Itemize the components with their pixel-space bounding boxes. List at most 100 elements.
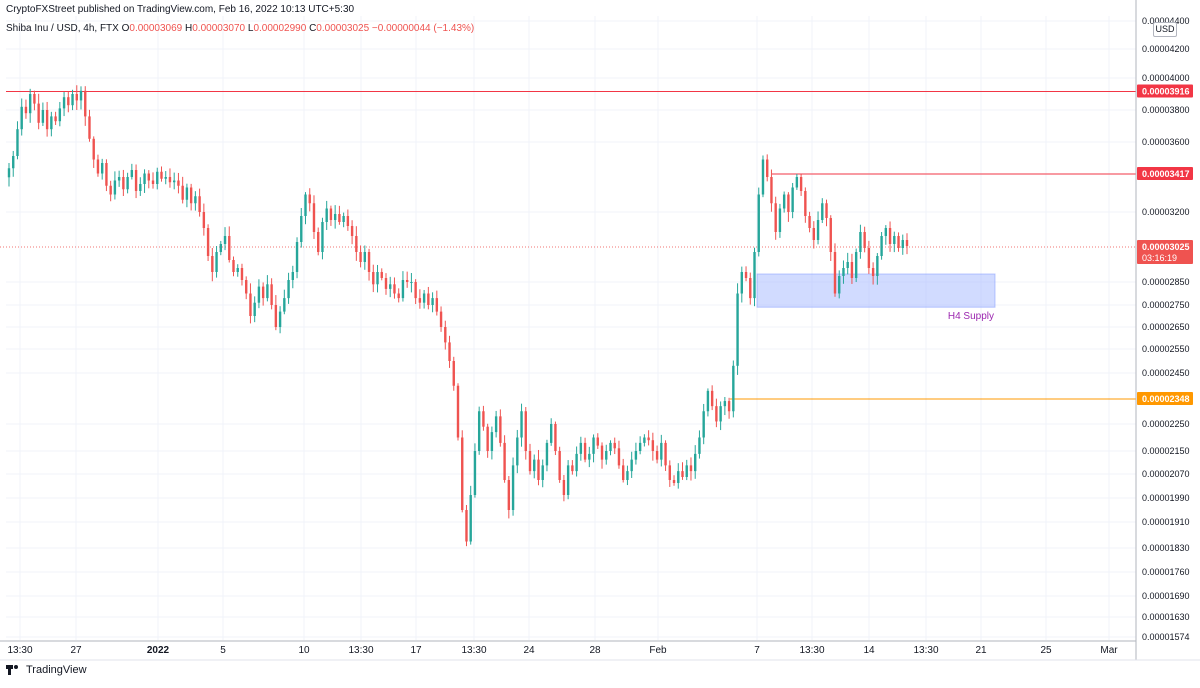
bar-countdown: 03:16:19 (1142, 253, 1177, 263)
candle-body (842, 268, 845, 276)
x-tick-label: 13:30 (7, 645, 32, 656)
candle-body (181, 185, 184, 200)
y-tick-label: 0.00002070 (1142, 469, 1190, 479)
y-tick-label: 0.00002150 (1142, 446, 1190, 456)
candle-body (194, 196, 197, 204)
candle-body (520, 411, 523, 438)
candle-body (414, 282, 417, 299)
y-tick-label: 0.00002250 (1142, 419, 1190, 429)
candle-body (562, 480, 566, 495)
high-label: H (185, 23, 193, 34)
candle-body (143, 173, 146, 184)
x-tick-label: 28 (589, 645, 601, 656)
candle-body (274, 305, 278, 327)
candle-body (156, 171, 159, 184)
candle-body (668, 465, 671, 480)
candle-body (100, 163, 104, 174)
candle-body (698, 437, 701, 454)
candle-body (105, 163, 108, 186)
x-tick-label: 5 (220, 645, 226, 656)
currency-unit-button[interactable]: USD (1153, 22, 1177, 37)
candle-body (291, 272, 295, 280)
candle-body (228, 236, 231, 260)
candle-body (901, 240, 904, 248)
candle-body (75, 94, 78, 101)
candle-body (897, 236, 900, 248)
candle-body (88, 116, 91, 139)
candle-body (367, 252, 371, 272)
candle-body (172, 180, 176, 183)
candle-body (401, 280, 405, 299)
y-tick-label: 0.00004200 (1142, 44, 1190, 54)
candle-body (232, 260, 235, 272)
candle-body (84, 90, 87, 117)
candle-body (92, 138, 95, 160)
candle-body (821, 203, 824, 220)
candle-body (770, 177, 773, 204)
candle-body (278, 311, 282, 327)
candle-body (283, 298, 286, 312)
candle-body (609, 442, 612, 451)
x-tick-label: Mar (1100, 645, 1118, 656)
candle-body (778, 208, 782, 232)
candle-body (829, 218, 832, 252)
candle-body (846, 262, 849, 268)
candle-body (621, 465, 625, 480)
x-tick-label: 10 (298, 645, 310, 656)
candle-body (444, 327, 447, 343)
candle-body (511, 465, 515, 510)
y-tick-label: 0.00001760 (1142, 567, 1190, 577)
candle-body (664, 442, 667, 466)
candle-body (706, 390, 710, 412)
candle-body (211, 256, 214, 272)
candle-body (782, 194, 786, 209)
y-tick-label: 0.00003200 (1142, 207, 1190, 217)
candle-body (389, 284, 392, 289)
candle-body (575, 453, 578, 472)
candle-body (342, 216, 345, 222)
candle-body (304, 194, 307, 216)
candle-body (249, 293, 252, 316)
candle-body (58, 108, 62, 122)
x-tick-label: 13:30 (913, 645, 938, 656)
y-tick-label: 0.00001574 (1142, 632, 1190, 642)
candle-body (816, 220, 820, 240)
y-tick-label: 0.00002850 (1142, 277, 1190, 287)
candle-body (583, 442, 587, 460)
candle-body (16, 129, 19, 156)
candles (7, 85, 909, 547)
candle-body (685, 465, 688, 477)
candle-body (410, 282, 413, 283)
price-lines-layer (0, 90, 1136, 400)
candle-body (884, 228, 888, 236)
candle-body (791, 187, 794, 212)
candle-body (384, 278, 388, 289)
candle-body (499, 416, 502, 443)
candle-body (554, 424, 557, 451)
candle-body (452, 361, 455, 386)
candle-body (744, 272, 748, 278)
candle-body (456, 385, 460, 438)
candle-body (185, 187, 189, 200)
open-value: 0.00003069 (129, 23, 183, 34)
candle-body (418, 298, 422, 303)
x-tick-label: 13:30 (348, 645, 373, 656)
tradingview-logo[interactable]: TradingView (6, 664, 87, 676)
price-badge-label: 0.00003417 (1142, 169, 1190, 179)
change-value: −0.00000044 (−1.43%) (371, 23, 475, 34)
candle-body (482, 411, 485, 427)
candle-body (605, 451, 608, 460)
tradingview-brand: TradingView (26, 664, 87, 676)
candle-body (766, 159, 769, 177)
candle-body (346, 216, 350, 226)
candle-body (888, 228, 892, 244)
candle-body (490, 432, 494, 451)
candle-body (486, 426, 489, 451)
candle-body (405, 280, 409, 282)
candle-body (359, 252, 362, 262)
y-tick-label: 0.00001630 (1142, 612, 1190, 622)
candle-body (177, 180, 180, 186)
candle-body (465, 510, 468, 542)
